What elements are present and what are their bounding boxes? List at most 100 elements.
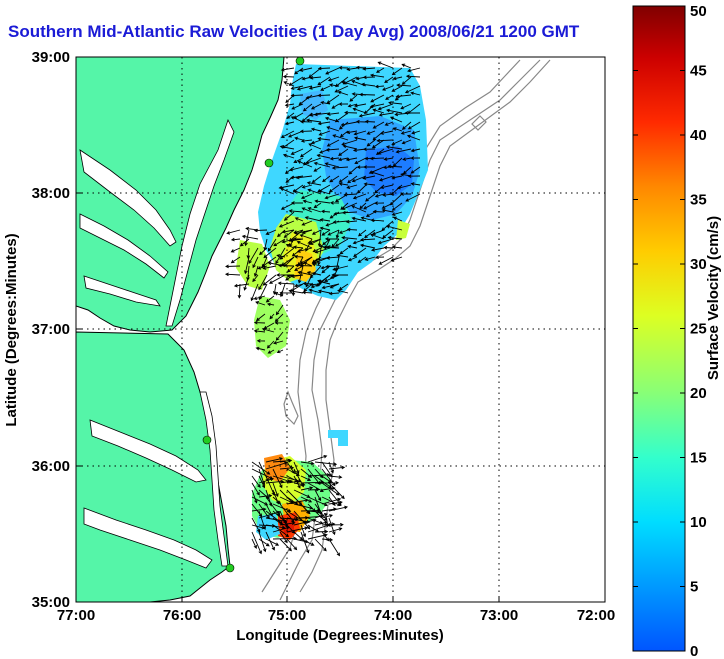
velocity-arrow	[274, 313, 284, 323]
velocity-arrow	[255, 301, 266, 306]
velocity-arrow	[251, 538, 257, 549]
velocity-arrow	[406, 134, 421, 141]
velocity-arrow	[346, 227, 358, 232]
velocity-arrow	[253, 265, 259, 277]
velocity-arrow	[369, 103, 385, 109]
velocity-arrow	[351, 175, 367, 183]
velocity-arrow	[363, 165, 375, 169]
velocity-arrow	[328, 461, 334, 474]
velocity-arrow	[293, 461, 300, 475]
velocity-arrow	[314, 247, 331, 254]
velocity-arrow	[320, 85, 331, 91]
velocity-arrow	[289, 166, 304, 172]
velocity-arrow	[268, 274, 286, 284]
velocity-arrow	[294, 283, 304, 288]
velocity-arrow	[293, 157, 304, 163]
velocity-arrow	[377, 238, 394, 245]
velocity-arrow	[392, 76, 403, 81]
velocity-arrow	[329, 156, 340, 161]
velocity-arrow	[365, 211, 376, 217]
velocity-arrow	[353, 130, 367, 136]
velocity-arrow	[299, 67, 313, 72]
velocity-arrow	[326, 126, 340, 132]
x-axis-title: Longitude (Degrees:Minutes)	[236, 627, 444, 644]
velocity-arrow	[317, 66, 331, 71]
velocity-arrow	[286, 498, 309, 505]
velocity-arrow	[310, 283, 322, 289]
velocity-arrow	[391, 139, 403, 146]
velocity-arrow	[265, 461, 288, 470]
velocity-arrow	[337, 289, 349, 294]
velocity-arrow	[324, 162, 340, 168]
velocity-arrow	[359, 202, 367, 210]
velocity-arrow	[244, 229, 250, 247]
velocity-arrow	[233, 283, 250, 288]
velocity-arrow	[301, 184, 313, 189]
velocity-arrow	[261, 327, 275, 333]
velocity-arrow	[328, 482, 345, 500]
velocity-arrow	[357, 256, 367, 264]
velocity-arrow	[334, 238, 349, 247]
velocity-arrow	[313, 112, 331, 117]
velocity-arrow	[293, 489, 311, 498]
velocity-arrow	[225, 264, 241, 269]
x-tick-label: 75:00	[268, 607, 306, 624]
velocity-arrow	[286, 479, 301, 484]
velocity-arrow	[410, 91, 421, 96]
velocity-arrow	[292, 245, 304, 249]
velocity-arrow	[289, 238, 304, 243]
velocity-arrow	[279, 247, 295, 260]
velocity-arrow	[308, 288, 322, 294]
velocity-arrow	[267, 349, 275, 354]
velocity-arrow	[286, 526, 309, 533]
velocity-arrow	[265, 517, 288, 523]
velocity-arrow	[391, 245, 403, 249]
velocity-arrow	[300, 524, 307, 538]
velocity-arrow	[378, 112, 394, 117]
velocity-arrow	[244, 256, 250, 275]
velocity-arrow	[252, 274, 259, 283]
velocity-arrow	[361, 82, 376, 87]
velocity-arrow	[314, 489, 322, 502]
velocity-arrow	[385, 145, 403, 150]
velocity-arrow	[311, 175, 322, 184]
velocity-arrow	[279, 145, 295, 150]
velocity-arrow	[302, 199, 313, 204]
velocity-arrow	[316, 153, 331, 159]
velocity-arrow	[347, 103, 358, 108]
velocity-arrow	[407, 174, 421, 178]
velocity-arrow	[338, 182, 349, 186]
velocity-arrow	[318, 189, 331, 195]
velocity-arrow	[297, 160, 313, 168]
velocity-arrow	[258, 510, 281, 519]
colorbar-tick-label: 40	[690, 127, 707, 144]
velocity-arrow	[345, 219, 358, 224]
velocity-arrow	[302, 281, 313, 286]
water-inlets	[79, 118, 235, 569]
colorbar-tick-label: 0	[690, 643, 698, 659]
velocity-arrow	[272, 526, 291, 533]
velocity-arrow	[328, 538, 341, 557]
velocity-arrow	[251, 482, 260, 496]
velocity-arrow	[294, 217, 304, 222]
velocity-arrow	[326, 139, 340, 147]
velocity-arrow	[297, 265, 304, 284]
colorbar-tick-label: 45	[690, 63, 707, 80]
velocity-arrow	[280, 67, 295, 72]
colorbar-tick-label: 10	[690, 514, 707, 531]
velocity-arrow	[319, 226, 331, 231]
velocity-arrow	[283, 81, 295, 87]
y-tick-label: 35:00	[32, 594, 70, 611]
velocity-arrow	[300, 193, 313, 200]
velocity-arrow	[378, 175, 394, 182]
velocity-arrow	[317, 76, 331, 86]
velocity-arrow	[321, 497, 342, 505]
colorbar-tick-label: 30	[690, 256, 707, 273]
velocity-arrow	[299, 148, 313, 158]
velocity-arrow	[342, 144, 358, 150]
velocity-arrow	[300, 139, 313, 143]
colorbar-tick-label: 25	[690, 321, 707, 338]
velocity-arrow	[362, 147, 376, 152]
velocity-arrow	[294, 254, 304, 259]
velocity-arrow	[314, 538, 327, 552]
